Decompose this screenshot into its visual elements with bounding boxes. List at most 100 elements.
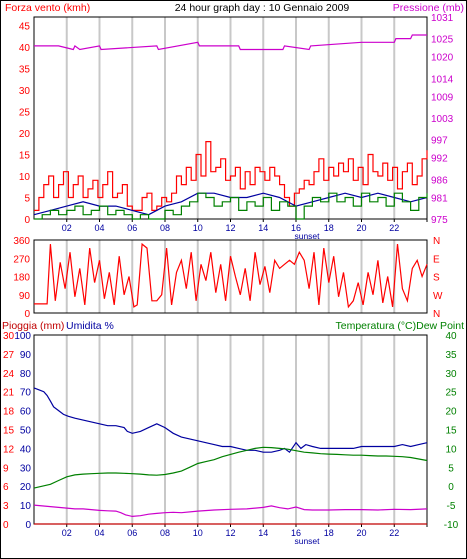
temperature-axis-title: Temperatura (°C)Dew Point	[336, 320, 465, 332]
y-tick-label-wind: 10	[19, 172, 31, 183]
x-tick-label: 04	[94, 223, 104, 233]
y-tick-label-rain: 24	[3, 369, 15, 380]
y-tick-label-rain: 30	[3, 331, 15, 342]
x-tick-label: 18	[324, 223, 334, 233]
y-tick-label-humidity: 30	[20, 463, 32, 474]
y-tick-label-wind: 35	[19, 65, 31, 76]
x-tick-label: 02	[62, 528, 72, 538]
x-tick-label: 06	[127, 528, 137, 538]
series-temperatura-c-	[33, 446, 428, 489]
y-tick-label-direction: 180	[13, 273, 30, 284]
y-tick-label-pressure: 975	[431, 215, 448, 226]
y-tick-label-humidity: 50	[20, 426, 32, 437]
x-tick-label: 16	[291, 223, 301, 233]
pressure-axis-title: Pressione (mb)	[393, 2, 464, 14]
y-tick-label-temperature: 20	[445, 407, 457, 418]
y-tick-label-humidity: 40	[20, 444, 32, 455]
y-tick-label-pressure: 1025	[431, 35, 454, 46]
compass-label: N	[433, 309, 440, 320]
y-tick-label-pressure: 997	[431, 136, 448, 147]
y-tick-label-wind: 45	[19, 22, 31, 33]
y-tick-label-temperature: 5	[448, 463, 454, 474]
y-tick-label-pressure: 986	[431, 175, 448, 186]
x-tick-label: 16	[291, 528, 301, 538]
humidity-axis-title: Umidita %	[66, 320, 114, 332]
x-tick-label: 12	[225, 528, 235, 538]
y-tick-label-temperature: 15	[445, 426, 457, 437]
x-tick-label: 06	[127, 223, 137, 233]
y-tick-label-wind: 20	[19, 129, 31, 140]
y-tick-label-direction: 0	[24, 309, 30, 320]
y-tick-label-rain: 15	[3, 426, 15, 437]
page-title: 24 hour graph day : 10 Gennaio 2009	[175, 2, 350, 14]
y-tick-label-direction: 270	[13, 254, 30, 265]
y-tick-label-direction: 360	[13, 236, 30, 247]
y-tick-label-temperature: 10	[445, 444, 457, 455]
y-tick-label-pressure: 1009	[431, 92, 454, 103]
x-tick-label: 18	[324, 528, 334, 538]
y-tick-label-wind: 25	[19, 108, 31, 119]
x-tick-label: 10	[193, 528, 203, 538]
y-tick-label-pressure: 1031	[431, 13, 454, 24]
y-tick-label-humidity: 20	[20, 482, 32, 493]
series-direzione-vento	[34, 242, 428, 309]
y-tick-label-wind: 0	[24, 215, 30, 226]
x-tick-label: 22	[389, 223, 399, 233]
sunset-label-panel3: sunset	[294, 536, 320, 546]
y-tick-label-humidity: 90	[20, 350, 32, 361]
y-tick-label-rain: 27	[3, 350, 15, 361]
sunset-label-panel1: sunset	[294, 231, 320, 241]
series-umidita-	[33, 387, 428, 454]
y-tick-label-pressure: 981	[431, 193, 448, 204]
y-tick-label-temperature: -10	[444, 520, 459, 531]
compass-label: N	[433, 236, 440, 247]
y-tick-label-humidity: 0	[25, 520, 31, 531]
compass-label: S	[433, 273, 440, 284]
x-tick-label: 20	[356, 223, 366, 233]
y-tick-label-wind: 30	[19, 86, 31, 97]
y-tick-label-temperature: 30	[445, 369, 457, 380]
y-tick-label-wind: 5	[24, 194, 30, 205]
y-tick-label-humidity: 70	[20, 388, 32, 399]
panel-frame	[33, 239, 428, 314]
y-tick-label-direction: 90	[19, 291, 31, 302]
y-tick-label-rain: 6	[3, 482, 9, 493]
x-tick-label: 04	[94, 528, 104, 538]
y-tick-label-humidity: 60	[20, 407, 32, 418]
wind-axis-title: Forza vento (kmh)	[5, 2, 90, 14]
y-tick-label-temperature: -5	[447, 501, 456, 512]
y-tick-label-temperature: 25	[445, 388, 457, 399]
x-tick-label: 22	[389, 528, 399, 538]
y-tick-label-rain: 9	[3, 463, 9, 474]
compass-label: E	[433, 254, 440, 265]
y-tick-label-pressure: 1014	[431, 74, 454, 85]
y-tick-label-temperature: 0	[448, 482, 454, 493]
series-raffica	[34, 192, 428, 220]
y-tick-label-pressure: 992	[431, 154, 448, 165]
x-tick-label: 12	[225, 223, 235, 233]
x-tick-label: 14	[258, 528, 268, 538]
y-tick-label-humidity: 10	[20, 501, 32, 512]
x-tick-label: 08	[160, 528, 170, 538]
y-tick-label-pressure: 1020	[431, 53, 454, 64]
x-tick-label: 02	[62, 223, 72, 233]
y-tick-label-wind: 40	[19, 43, 31, 54]
series-pressione-mb-	[34, 34, 427, 51]
y-tick-label-rain: 3	[3, 501, 9, 512]
y-tick-label-rain: 18	[3, 407, 15, 418]
x-tick-label: 08	[160, 223, 170, 233]
y-tick-label-pressure: 1003	[431, 114, 454, 125]
y-tick-label-rain: 12	[3, 444, 15, 455]
rain-axis-title: Pioggia (mm)	[2, 320, 64, 332]
y-tick-label-humidity: 100	[14, 331, 31, 342]
x-tick-label: 20	[356, 528, 366, 538]
y-tick-label-rain: 21	[3, 388, 15, 399]
series-forza-vento-kmh-	[34, 141, 428, 211]
series-dew-point	[33, 504, 428, 518]
compass-label: W	[433, 291, 443, 302]
y-tick-label-temperature: 40	[445, 331, 457, 342]
